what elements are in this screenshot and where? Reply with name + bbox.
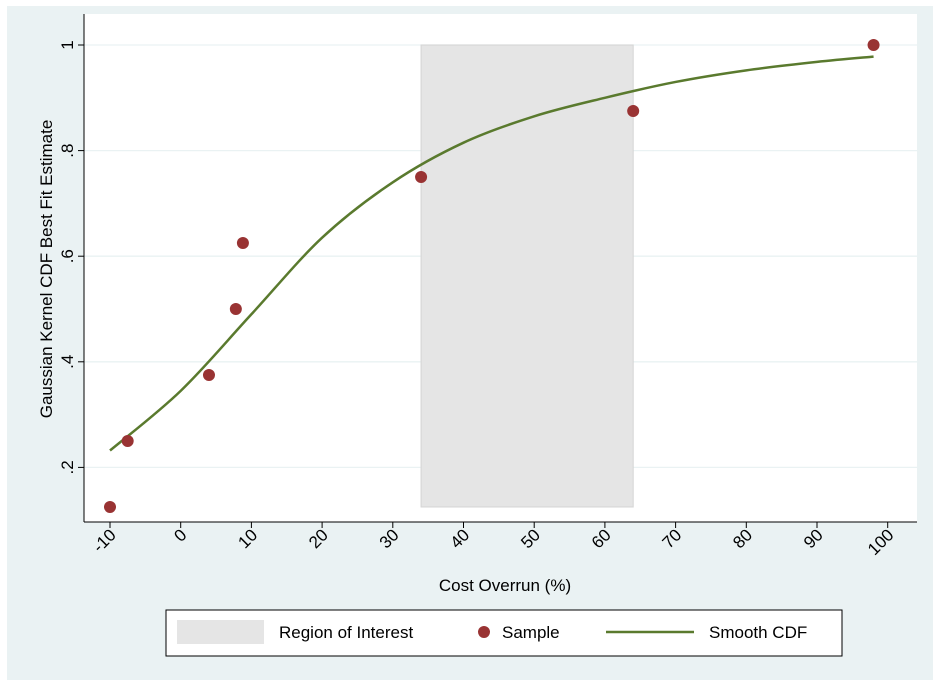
- sample-point: [202, 369, 215, 381]
- line-layer: [109, 55, 874, 452]
- sample-point: [121, 435, 134, 447]
- legend-region-label: Region of Interest: [279, 623, 413, 642]
- smooth-cdf-line: [109, 55, 874, 452]
- sample-point: [415, 171, 428, 183]
- sample-point: [229, 303, 242, 315]
- y-tick-label: .8: [58, 144, 77, 158]
- region-of-interest: [420, 44, 634, 508]
- sample-point: [236, 237, 249, 249]
- legend-region-swatch: [177, 620, 264, 644]
- y-axis-title: Gaussian Kernel CDF Best Fit Estimate: [37, 120, 56, 419]
- sample-point: [867, 39, 880, 51]
- legend-sample-marker: [478, 626, 490, 638]
- legend-sample-label: Sample: [502, 623, 560, 642]
- legend: Region of Interest Sample Smooth CDF: [165, 609, 843, 657]
- legend-box: [165, 609, 843, 657]
- sample-point: [104, 501, 116, 513]
- legend-cdf-label: Smooth CDF: [709, 623, 807, 642]
- region-layer: [420, 44, 634, 508]
- y-tick-label: .2: [58, 460, 77, 474]
- y-tick-label: 1: [58, 40, 77, 49]
- point-layer: [104, 39, 880, 513]
- y-tick-label: .4: [58, 355, 77, 369]
- y-tick-label: .6: [58, 249, 77, 263]
- x-axis-title: Cost Overrun (%): [439, 576, 571, 595]
- sample-point: [627, 105, 640, 117]
